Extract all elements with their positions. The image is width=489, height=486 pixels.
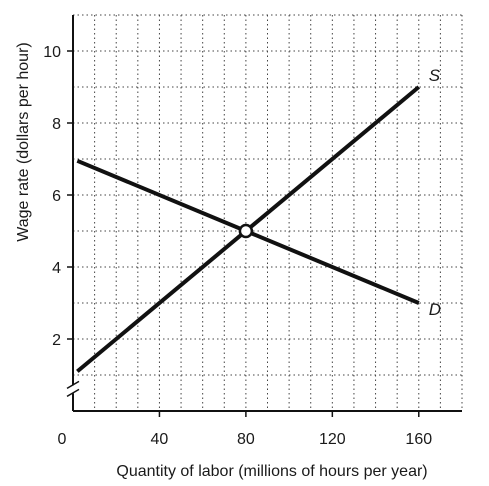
x-tick-label: 160 (405, 431, 432, 448)
y-tick-label: 6 (52, 188, 61, 205)
y-axis-break-mark (66, 380, 80, 390)
x-axis-title: Quantity of labor (millions of hours per… (116, 463, 427, 480)
series-label-d: D (429, 300, 441, 319)
labels-layer: 2 4 6 8 10 40 80 120 160 S D (43, 44, 441, 448)
x-tick-label: 40 (151, 431, 169, 448)
grid-layer (73, 14, 463, 411)
equilibrium-point (238, 223, 254, 239)
origin-label: 0 (58, 431, 67, 448)
y-tick-label: 8 (52, 116, 61, 133)
y-axis-title: Wage rate (dollars per hour) (15, 42, 32, 242)
y-tick-label: 2 (52, 332, 61, 349)
x-tick-label: 120 (319, 431, 346, 448)
y-tick-label: 10 (43, 44, 61, 61)
series-layer (76, 85, 421, 373)
y-axis-break-gap (66, 385, 80, 394)
y-tick-label: 4 (52, 260, 61, 277)
axes-layer (66, 15, 462, 417)
y-axis-break-mark (66, 388, 80, 398)
x-tick-label: 80 (237, 431, 255, 448)
series-label-s: S (429, 66, 441, 85)
